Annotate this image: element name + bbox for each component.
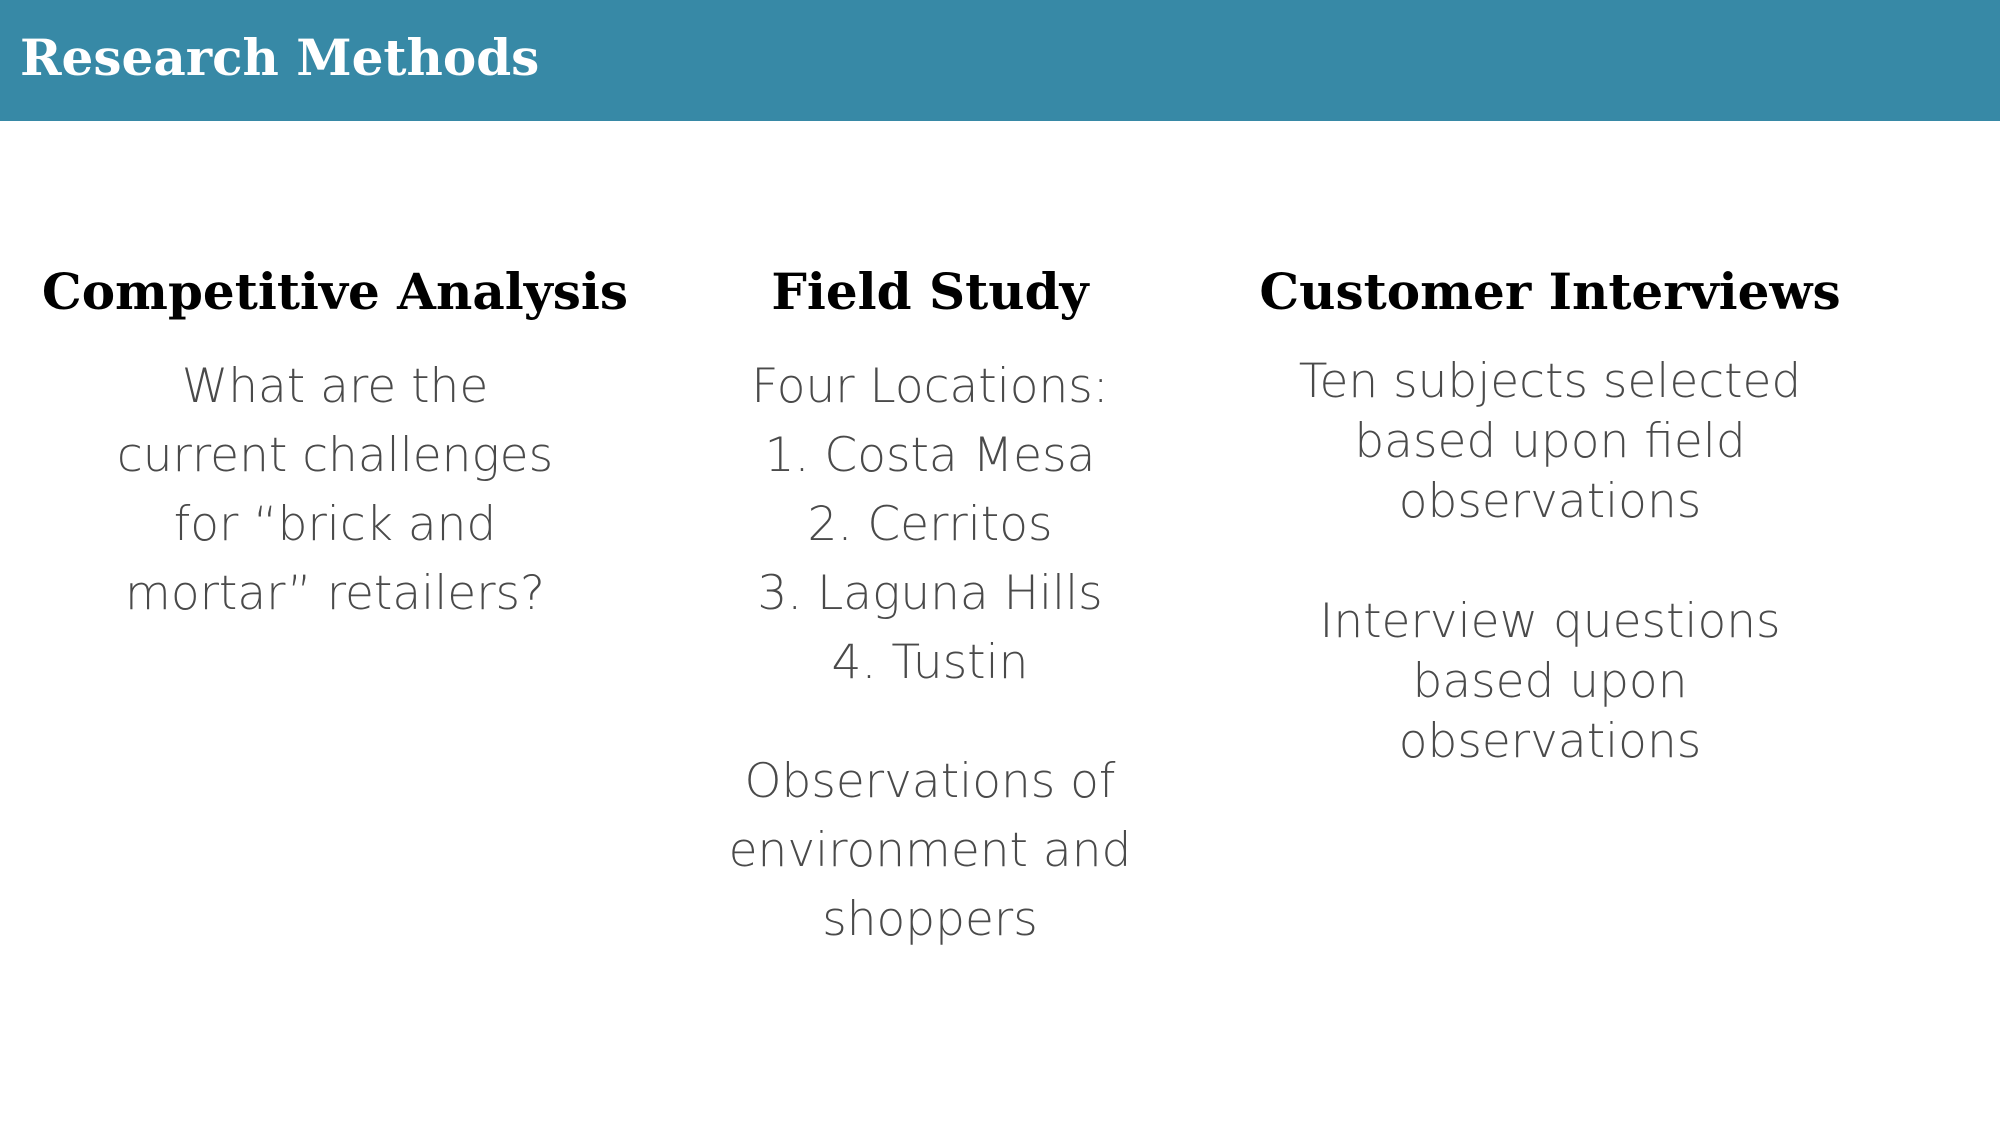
column-paragraph: Interview questions based upon observati… [1319,594,1781,769]
column-customer-interviews: Customer Interviews Ten subjects selecte… [1240,260,1860,772]
column-heading: Competitive Analysis [41,262,629,321]
locations-intro: Four Locations: [751,359,1109,414]
list-item: 2. Cerritos [807,497,1053,552]
list-item: 3. Laguna Hills [757,566,1103,621]
column-heading: Field Study [771,262,1089,321]
column-paragraph: What are the current challenges for “bri… [116,359,554,621]
column-competitive-analysis: Competitive Analysis What are the curren… [40,260,630,628]
header-bar: Research Methods [0,0,2000,121]
page-title: Research Methods [20,28,540,87]
list-item: 4. Tustin [831,635,1029,690]
column-field-study: Field Study Four Locations: 1. Costa Mes… [660,260,1200,954]
list-item: 1. Costa Mesa [764,428,1096,483]
column-paragraph: Ten subjects selected based upon field o… [1298,354,1802,529]
observations-paragraph: Observations of environment and shoppers [728,754,1132,947]
column-heading: Customer Interviews [1259,262,1841,321]
locations-list: 1. Costa Mesa 2. Cerritos 3. Laguna Hill… [660,421,1200,697]
